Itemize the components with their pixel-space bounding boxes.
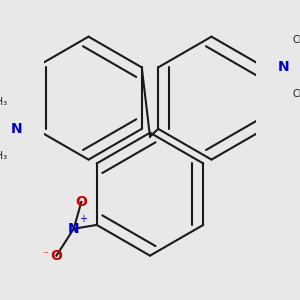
Text: N: N — [10, 122, 22, 136]
Text: CH₃: CH₃ — [292, 35, 300, 45]
Text: N: N — [68, 222, 80, 236]
Text: CH₃: CH₃ — [0, 151, 8, 161]
Text: N: N — [278, 60, 290, 74]
Text: CH₃: CH₃ — [292, 89, 300, 100]
Text: ⁻: ⁻ — [42, 251, 48, 261]
Text: CH₃: CH₃ — [0, 97, 8, 107]
Text: O: O — [76, 195, 87, 209]
Text: O: O — [50, 249, 62, 263]
Text: +: + — [79, 214, 87, 224]
